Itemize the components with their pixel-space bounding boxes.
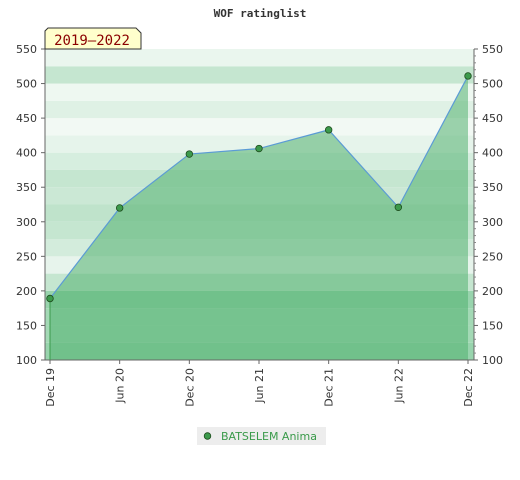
band — [45, 100, 474, 119]
data-point — [394, 203, 403, 211]
data-point — [46, 294, 54, 303]
right-tick-label: 100 — [482, 354, 503, 367]
data-marks — [46, 72, 472, 360]
period-badge: 2019–2022 — [44, 27, 142, 50]
data-point — [115, 204, 124, 212]
right-tick-label: 350 — [482, 181, 503, 194]
left-tick-label: 150 — [16, 319, 37, 332]
band — [45, 83, 474, 101]
left-tick-label: 350 — [16, 181, 37, 194]
left-tick-label: 450 — [16, 112, 37, 125]
left-tick-label: 200 — [16, 285, 37, 298]
left-tick-label: 550 — [16, 43, 37, 56]
x-tick-label: Jun 21 — [253, 368, 266, 404]
x-tick-label: Dec 19 — [44, 368, 57, 407]
band — [45, 118, 474, 136]
legend: BATSELEM Anima — [197, 427, 326, 445]
legend-series-name: BATSELEM Anima — [221, 430, 317, 443]
left-tick-label: 250 — [16, 250, 37, 263]
right-tick-label: 400 — [482, 147, 503, 160]
left-tick-label: 100 — [16, 354, 37, 367]
period-label: 2019–2022 — [54, 33, 130, 49]
right-tick-label: 300 — [482, 216, 503, 229]
left-tick-label: 300 — [16, 216, 37, 229]
right-tick-label: 550 — [482, 43, 503, 56]
data-point — [255, 144, 263, 153]
x-tick-label: Dec 21 — [323, 368, 336, 407]
period-badge-shape — [44, 27, 142, 50]
band — [45, 135, 474, 153]
x-tick-label: Dec 22 — [462, 368, 475, 407]
band — [45, 49, 474, 67]
data-point — [464, 72, 472, 80]
right-tick-label: 200 — [482, 285, 503, 298]
right-tick-label: 150 — [482, 319, 503, 332]
legend-marker-icon — [203, 432, 212, 440]
band — [45, 66, 474, 84]
axes: 100 100 150 150 200 200 250 250 300 300 350 350 400 4… — [16, 43, 503, 407]
data-point — [185, 150, 194, 158]
series-area — [50, 75, 468, 360]
data-point — [324, 126, 333, 134]
chart-title: WOF ratinglist — [214, 7, 307, 20]
left-tick-label: 500 — [16, 78, 37, 91]
right-tick-label: 500 — [482, 78, 503, 91]
x-tick-label: Dec 20 — [183, 368, 196, 407]
right-tick-label: 250 — [482, 250, 503, 263]
legend-box — [197, 427, 326, 445]
right-tick-label: 450 — [482, 112, 503, 125]
x-tick-label: Jun 20 — [114, 368, 127, 404]
left-tick-label: 400 — [16, 147, 37, 160]
x-tick-label: Jun 22 — [392, 368, 405, 404]
area-layer — [50, 75, 468, 360]
